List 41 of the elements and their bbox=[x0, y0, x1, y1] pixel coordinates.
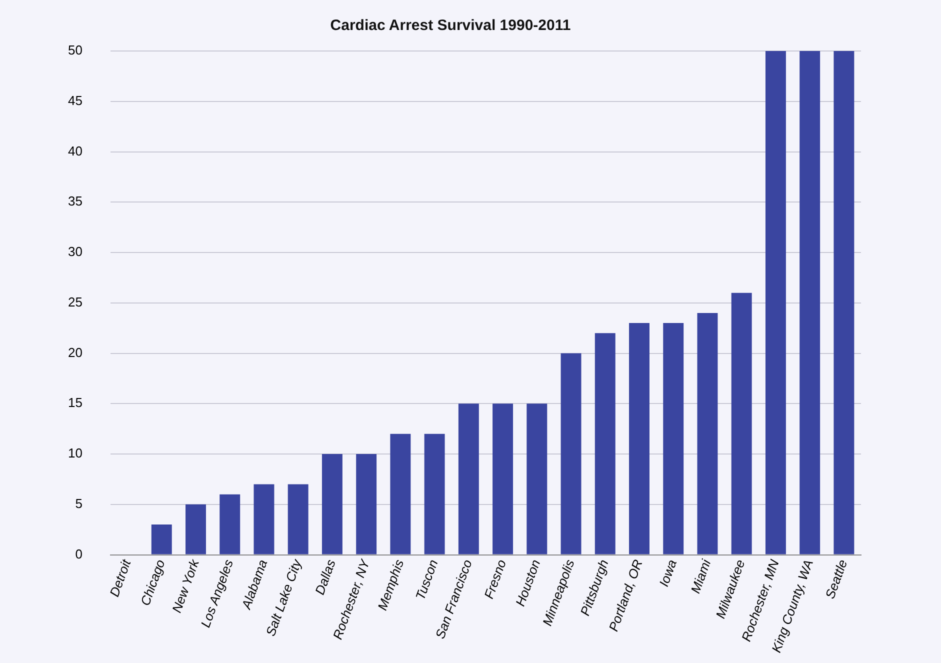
x-tick-label: Seattle bbox=[822, 558, 850, 601]
bar bbox=[834, 51, 854, 554]
bar bbox=[629, 323, 650, 554]
bar bbox=[151, 524, 172, 554]
bar bbox=[731, 292, 752, 554]
bar bbox=[697, 312, 718, 554]
x-tick-label: Fresno bbox=[481, 558, 509, 601]
chart-title: Cardiac Arrest Survival 1990-2011 bbox=[330, 17, 571, 34]
x-tick-label: Miami bbox=[688, 556, 714, 596]
x-tick-label: Dallas bbox=[312, 557, 339, 597]
y-tick-label: 20 bbox=[68, 344, 82, 360]
bar bbox=[254, 484, 274, 554]
bar bbox=[458, 404, 479, 554]
bar bbox=[594, 333, 616, 554]
y-tick-label: 10 bbox=[68, 446, 82, 461]
bar bbox=[560, 353, 582, 554]
y-tick-label: 30 bbox=[68, 244, 82, 260]
bar bbox=[663, 323, 684, 554]
y-tick-label: 5 bbox=[75, 496, 82, 511]
y-tick-label: 0 bbox=[75, 546, 82, 562]
y-tick-label: 35 bbox=[68, 194, 82, 209]
y-tick-label: 40 bbox=[68, 143, 82, 158]
bar bbox=[322, 454, 342, 554]
bar bbox=[288, 484, 308, 554]
y-tick-label: 25 bbox=[68, 294, 82, 310]
bar bbox=[424, 434, 445, 554]
x-tick-label: Iowa bbox=[656, 558, 680, 588]
x-tick-label: Detroit bbox=[106, 556, 134, 599]
x-tick-label: Tuscon bbox=[412, 558, 441, 602]
bar bbox=[390, 434, 411, 554]
y-tick-label: 15 bbox=[68, 395, 82, 410]
bar bbox=[526, 404, 548, 554]
bar bbox=[800, 51, 820, 554]
y-tick-label: 50 bbox=[68, 42, 82, 58]
bar bbox=[186, 504, 206, 554]
x-tick-label: Chicago bbox=[137, 558, 168, 608]
bar bbox=[492, 404, 514, 554]
bar bbox=[765, 51, 786, 554]
bar bbox=[356, 454, 377, 554]
bar bbox=[220, 494, 240, 554]
y-tick-label: 45 bbox=[68, 92, 82, 108]
